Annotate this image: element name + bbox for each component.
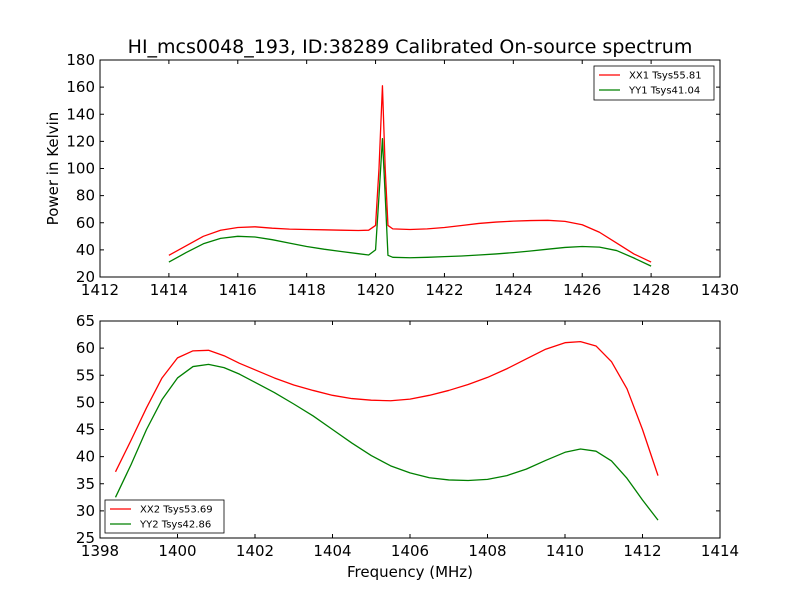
legend-entry: XX1 Tsys55.81 xyxy=(629,71,702,82)
bottom-spectrum-plot: 1398 1400 1402 1404 1406 1408 1410 1412 1414 25 30… xyxy=(76,312,739,560)
series-line-yy xyxy=(114,363,659,521)
x-tick-label: 1420 xyxy=(356,281,394,299)
x-tick-label: 1404 xyxy=(313,542,351,560)
y-tick-label: 100 xyxy=(66,160,95,178)
x-tick-label: 1408 xyxy=(468,542,506,560)
x-tick-label: 1402 xyxy=(236,542,274,560)
x-tick-label: 1424 xyxy=(494,281,532,299)
y-axis-label: Power in Kelvin xyxy=(44,112,62,226)
x-tick-label: 1406 xyxy=(391,542,429,560)
x-tick-label: 1412 xyxy=(81,281,119,299)
x-tick-label: 1400 xyxy=(158,542,196,560)
x-tick-label: 1416 xyxy=(219,281,257,299)
y-tick-label: 30 xyxy=(76,502,95,520)
x-tick-label: 1412 xyxy=(623,542,661,560)
series-line-xx xyxy=(168,85,652,263)
y-tick-label: 60 xyxy=(76,339,95,357)
x-tick-label: 1422 xyxy=(425,281,463,299)
legend-entry: XX2 Tsys53.69 xyxy=(140,505,213,516)
x-tick-label: 1430 xyxy=(701,281,739,299)
x-tick-label: 1426 xyxy=(563,281,601,299)
series-line-yy xyxy=(168,138,652,267)
y-tick-label: 80 xyxy=(76,187,95,205)
y-tick-label: 45 xyxy=(76,421,95,439)
y-tick-label: 160 xyxy=(66,78,95,96)
y-tick-label: 25 xyxy=(76,529,95,547)
legend-box xyxy=(593,65,715,101)
y-tick-label: 35 xyxy=(76,475,95,493)
x-tick-label: 1428 xyxy=(632,281,670,299)
series-line-xx xyxy=(114,340,659,476)
x-tick-label: 1410 xyxy=(546,542,584,560)
legend-entry: YY2 Tsys42.86 xyxy=(139,520,211,531)
figure-title: HI_mcs0048_193, ID:38289 Calibrated On-s… xyxy=(128,36,693,58)
x-tick-label: 1398 xyxy=(81,542,119,560)
x-tick-label: 1414 xyxy=(701,542,739,560)
y-tick-label: 65 xyxy=(76,312,95,330)
legend-box xyxy=(104,499,225,534)
top-spectrum-plot: 1412 1414 1416 1418 1420 1422 1424 1426 1428 1430… xyxy=(44,51,739,299)
y-tick-label: 180 xyxy=(66,51,95,69)
x-tick-label: 1418 xyxy=(288,281,326,299)
y-tick-label: 60 xyxy=(76,214,95,232)
y-tick-label: 55 xyxy=(76,366,95,384)
y-tick-label: 20 xyxy=(76,268,95,286)
y-tick-label: 40 xyxy=(76,448,95,466)
y-tick-label: 140 xyxy=(66,105,95,123)
legend-entry: YY1 Tsys41.04 xyxy=(628,86,700,97)
x-tick-label: 1414 xyxy=(150,281,188,299)
y-tick-label: 50 xyxy=(76,393,95,411)
y-tick-label: 40 xyxy=(76,241,95,259)
y-tick-label: 120 xyxy=(66,132,95,150)
x-axis-label: Frequency (MHz) xyxy=(347,563,473,581)
